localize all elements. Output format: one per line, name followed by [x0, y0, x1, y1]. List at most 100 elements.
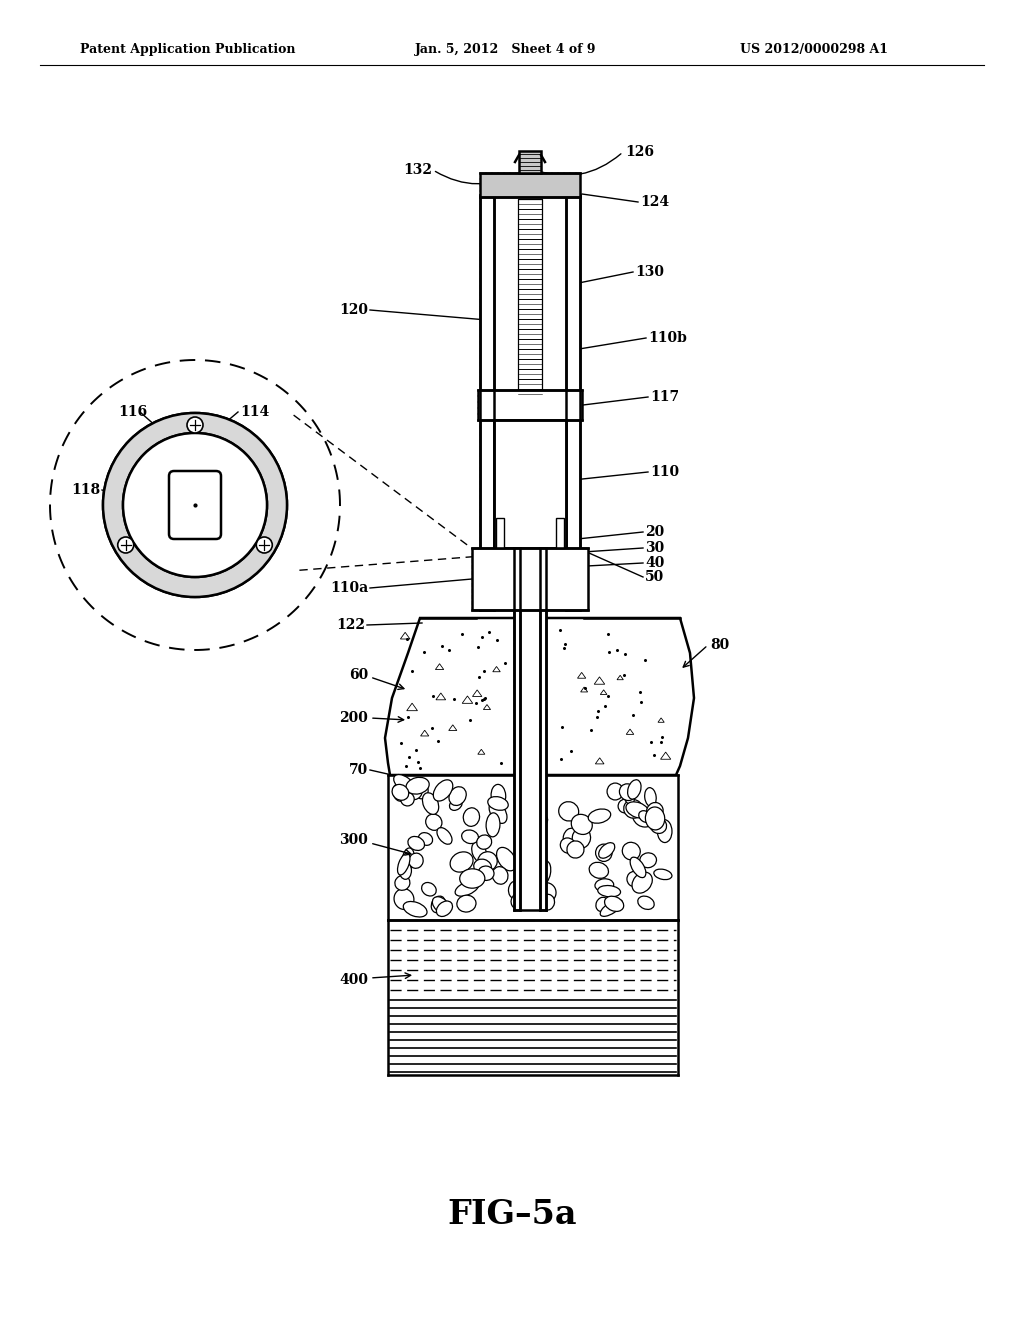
Ellipse shape — [538, 861, 551, 884]
Ellipse shape — [400, 792, 415, 807]
Text: Patent Application Publication: Patent Application Publication — [80, 44, 296, 57]
Ellipse shape — [598, 886, 621, 896]
Circle shape — [103, 413, 287, 597]
Text: 110: 110 — [650, 465, 679, 479]
Text: 132: 132 — [403, 162, 432, 177]
Ellipse shape — [511, 891, 530, 909]
Ellipse shape — [627, 871, 641, 887]
Ellipse shape — [645, 788, 656, 807]
Ellipse shape — [560, 838, 575, 853]
Ellipse shape — [409, 853, 423, 869]
Ellipse shape — [463, 808, 479, 826]
Text: 200: 200 — [339, 711, 368, 725]
Ellipse shape — [638, 896, 654, 909]
Ellipse shape — [589, 862, 608, 878]
Bar — [496, 517, 504, 548]
Ellipse shape — [393, 783, 408, 801]
Ellipse shape — [537, 883, 556, 903]
Ellipse shape — [620, 784, 636, 800]
Text: 124: 124 — [640, 195, 669, 209]
Ellipse shape — [596, 898, 608, 912]
Text: FIG–5a: FIG–5a — [447, 1199, 577, 1232]
Ellipse shape — [399, 862, 412, 879]
Ellipse shape — [563, 828, 578, 846]
Text: 117: 117 — [650, 389, 679, 404]
FancyBboxPatch shape — [169, 471, 221, 539]
Ellipse shape — [567, 841, 584, 858]
Ellipse shape — [478, 866, 494, 880]
Ellipse shape — [449, 787, 466, 805]
Ellipse shape — [645, 807, 665, 830]
Text: 116: 116 — [118, 405, 147, 418]
Ellipse shape — [624, 787, 635, 804]
Bar — [478, 389, 582, 420]
Ellipse shape — [628, 780, 641, 799]
Polygon shape — [385, 618, 694, 775]
Ellipse shape — [559, 801, 579, 821]
Ellipse shape — [426, 814, 442, 830]
Text: 118: 118 — [71, 483, 100, 498]
Ellipse shape — [403, 902, 427, 917]
Ellipse shape — [541, 894, 555, 911]
Text: 126: 126 — [625, 145, 654, 158]
Ellipse shape — [432, 896, 450, 913]
Ellipse shape — [646, 803, 664, 820]
Ellipse shape — [596, 843, 612, 862]
Ellipse shape — [419, 833, 432, 845]
Ellipse shape — [460, 869, 484, 888]
Bar — [494, 420, 566, 548]
Circle shape — [256, 537, 272, 553]
Bar — [494, 195, 566, 389]
Ellipse shape — [523, 840, 536, 854]
Bar — [556, 517, 564, 548]
Ellipse shape — [406, 777, 429, 795]
Ellipse shape — [436, 902, 453, 916]
Ellipse shape — [639, 810, 651, 822]
Ellipse shape — [657, 820, 672, 842]
Ellipse shape — [640, 853, 656, 867]
Circle shape — [118, 537, 134, 553]
Ellipse shape — [523, 817, 542, 833]
Ellipse shape — [414, 781, 428, 799]
Ellipse shape — [633, 807, 653, 828]
Ellipse shape — [624, 800, 643, 818]
Ellipse shape — [623, 842, 640, 861]
Ellipse shape — [395, 875, 410, 890]
Text: 110b: 110b — [648, 331, 687, 345]
Ellipse shape — [397, 853, 410, 875]
Bar — [519, 150, 541, 173]
Bar — [480, 195, 494, 610]
Ellipse shape — [524, 793, 541, 807]
Ellipse shape — [451, 851, 473, 873]
Ellipse shape — [487, 796, 508, 810]
Text: 40: 40 — [645, 556, 665, 570]
Circle shape — [103, 413, 287, 597]
Ellipse shape — [489, 801, 507, 824]
Ellipse shape — [422, 883, 436, 896]
Ellipse shape — [437, 828, 452, 845]
Ellipse shape — [400, 784, 422, 800]
Ellipse shape — [462, 830, 478, 843]
Text: US 2012/0000298 A1: US 2012/0000298 A1 — [740, 44, 888, 57]
Bar — [494, 389, 566, 610]
Text: Jan. 5, 2012   Sheet 4 of 9: Jan. 5, 2012 Sheet 4 of 9 — [415, 44, 597, 57]
Text: 122: 122 — [336, 618, 365, 632]
Ellipse shape — [618, 799, 632, 813]
Text: 60: 60 — [349, 668, 368, 682]
Text: 400: 400 — [339, 973, 368, 987]
Text: 70: 70 — [349, 763, 368, 777]
Ellipse shape — [392, 784, 409, 800]
Bar — [480, 173, 580, 197]
Ellipse shape — [654, 869, 672, 879]
Ellipse shape — [486, 813, 500, 837]
Text: 112: 112 — [240, 483, 269, 498]
Ellipse shape — [600, 900, 623, 916]
Ellipse shape — [477, 836, 492, 849]
Bar — [566, 195, 580, 610]
Ellipse shape — [572, 828, 591, 849]
Ellipse shape — [402, 847, 415, 870]
Ellipse shape — [650, 817, 667, 833]
Ellipse shape — [630, 857, 646, 878]
Text: 120: 120 — [339, 304, 368, 317]
Bar — [514, 548, 520, 909]
